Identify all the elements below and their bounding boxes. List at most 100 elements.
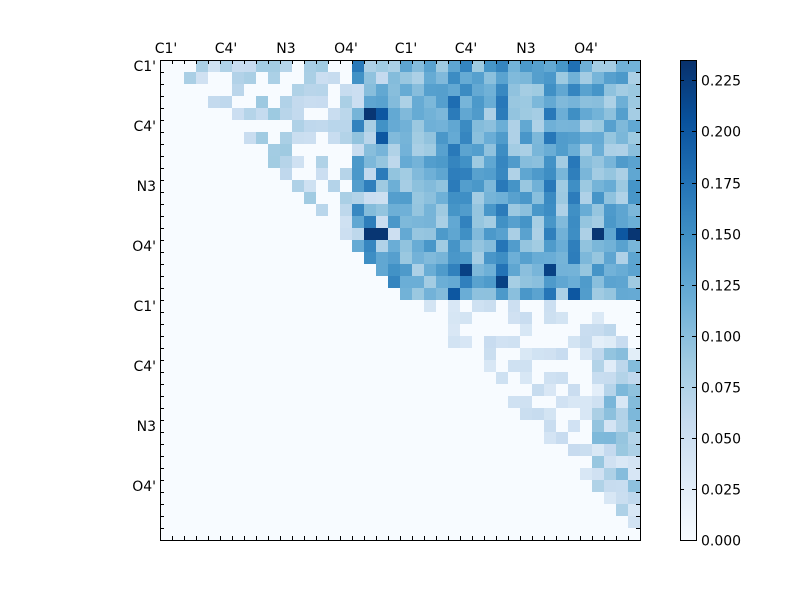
heatmap-cell — [400, 324, 413, 337]
heatmap-cell — [184, 204, 197, 217]
heatmap-cell — [496, 372, 509, 385]
heatmap-cell — [268, 360, 281, 373]
heatmap-cell — [556, 264, 569, 277]
heatmap-cell — [508, 120, 521, 133]
heatmap-cell — [520, 324, 533, 337]
heatmap-cell — [232, 252, 245, 265]
heatmap-cell — [484, 96, 497, 109]
heatmap-cell — [484, 132, 497, 145]
heatmap-cell — [628, 204, 641, 217]
heatmap-cell — [412, 252, 425, 265]
heatmap-cell — [604, 420, 617, 433]
heatmap-cell — [616, 288, 629, 301]
heatmap-cell — [280, 516, 293, 529]
colorbar-tick-label: 0.225 — [701, 74, 741, 90]
heatmap-cell — [544, 60, 557, 73]
heatmap-cell — [256, 420, 269, 433]
heatmap-cell — [256, 252, 269, 265]
heatmap-cell — [364, 336, 377, 349]
colorbar-tick-label: 0.075 — [701, 381, 741, 397]
heatmap-cell — [616, 312, 629, 325]
heatmap-cell — [472, 84, 485, 97]
heatmap-cell — [532, 288, 545, 301]
y-tick-label: C1' — [133, 299, 156, 315]
heatmap-cell — [220, 180, 233, 193]
x-tick-label: C1' — [395, 41, 418, 57]
heatmap-cell — [616, 60, 629, 73]
heatmap-cell — [616, 216, 629, 229]
heatmap-cell — [412, 420, 425, 433]
heatmap-cell — [508, 480, 521, 493]
heatmap-cell — [424, 96, 437, 109]
heatmap-cell — [244, 60, 257, 73]
heatmap-cell — [304, 480, 317, 493]
heatmap-cell — [196, 252, 209, 265]
heatmap-cell — [268, 372, 281, 385]
heatmap-cell — [268, 456, 281, 469]
heatmap-cell — [388, 432, 401, 445]
heatmap-cell — [436, 60, 449, 73]
x-tick-label: N3 — [276, 41, 295, 57]
heatmap-cell — [292, 420, 305, 433]
heatmap-cell — [616, 336, 629, 349]
heatmap-cell — [424, 444, 437, 457]
heatmap-cell — [304, 168, 317, 181]
heatmap-cell — [400, 528, 413, 541]
heatmap-cell — [604, 156, 617, 169]
heatmap-cell — [508, 324, 521, 337]
heatmap-cell — [592, 348, 605, 361]
heatmap-cell — [628, 480, 641, 493]
heatmap-cell — [580, 324, 593, 337]
heatmap-cell — [316, 204, 329, 217]
heatmap-cell — [160, 276, 173, 289]
heatmap-cell — [460, 384, 473, 397]
heatmap-cell — [196, 60, 209, 73]
heatmap-cell — [352, 360, 365, 373]
heatmap-cell — [340, 384, 353, 397]
heatmap-cell — [268, 72, 281, 85]
heatmap-cell — [352, 264, 365, 277]
heatmap-cell — [532, 300, 545, 313]
heatmap-cell — [520, 348, 533, 361]
heatmap-cell — [616, 252, 629, 265]
heatmap-cell — [412, 528, 425, 541]
heatmap-cell — [604, 204, 617, 217]
heatmap-cell — [604, 468, 617, 481]
heatmap-cell — [616, 432, 629, 445]
heatmap-cell — [352, 192, 365, 205]
heatmap-cell — [292, 468, 305, 481]
heatmap-cell — [352, 252, 365, 265]
heatmap-cell — [220, 492, 233, 505]
heatmap-cell — [316, 72, 329, 85]
heatmap-cell — [616, 468, 629, 481]
heatmap-cell — [352, 216, 365, 229]
heatmap-cell — [160, 144, 173, 157]
heatmap-cell — [292, 360, 305, 373]
heatmap-cell — [424, 420, 437, 433]
heatmap-cell — [268, 156, 281, 169]
heatmap-cell — [256, 384, 269, 397]
heatmap-cell — [220, 384, 233, 397]
heatmap-cell — [424, 168, 437, 181]
heatmap-cell — [436, 264, 449, 277]
heatmap-cell — [376, 72, 389, 85]
heatmap-cell — [628, 180, 641, 193]
heatmap-cell — [628, 336, 641, 349]
heatmap-cell — [472, 252, 485, 265]
heatmap-cell — [544, 300, 557, 313]
heatmap-cell — [364, 480, 377, 493]
heatmap-cell — [208, 168, 221, 181]
heatmap-cell — [592, 120, 605, 133]
heatmap-cell — [400, 180, 413, 193]
heatmap-cell — [472, 480, 485, 493]
heatmap-cell — [244, 492, 257, 505]
heatmap-cell — [196, 528, 209, 541]
heatmap-cell — [484, 480, 497, 493]
heatmap-cell — [328, 144, 341, 157]
heatmap-cell — [496, 180, 509, 193]
heatmap-cell — [220, 456, 233, 469]
heatmap-cell — [340, 192, 353, 205]
heatmap-cell — [304, 372, 317, 385]
heatmap-cell — [232, 168, 245, 181]
heatmap-cell — [484, 456, 497, 469]
